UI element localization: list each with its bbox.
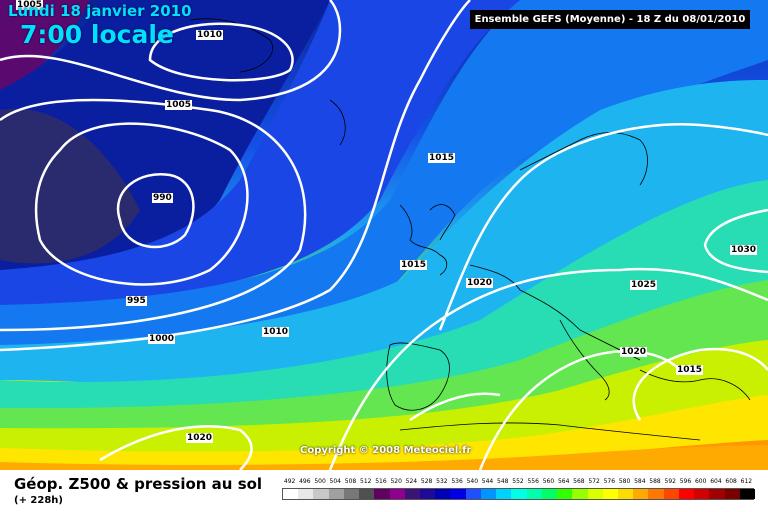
legend-value: 588 — [649, 478, 661, 485]
band-yellow-green — [0, 340, 768, 453]
legend-value: 612 — [740, 478, 753, 485]
legend-swatch — [678, 489, 695, 499]
isobar-label: 1020 — [620, 347, 648, 357]
legend-swatch — [328, 489, 344, 499]
legend-swatch — [633, 489, 649, 499]
legend-value: 504 — [329, 478, 341, 485]
weather-map: 1005 1010 1005 990 995 1000 1010 1015 10… — [0, 0, 768, 470]
legend-swatch — [648, 489, 664, 499]
legend-swatch — [694, 489, 710, 499]
legend-swatch — [663, 489, 679, 499]
legend-value: 528 — [420, 478, 433, 485]
legend-swatch — [496, 489, 512, 499]
legend-value: 552 — [512, 478, 524, 485]
isobar-label: 995 — [126, 296, 147, 306]
legend-value: 600 — [694, 478, 707, 485]
legend-swatch — [739, 489, 755, 499]
legend-swatch — [283, 489, 299, 499]
legend-swatch — [526, 489, 542, 499]
map-footer: Géop. Z500 & pression au sol (+ 228h) 49… — [0, 470, 768, 512]
isobar-label: 1005 — [165, 100, 193, 110]
isobar-label: 1020 — [186, 433, 214, 443]
isobar-label: 1025 — [630, 280, 658, 290]
legend-value: 568 — [573, 478, 585, 485]
legend-value: 584 — [634, 478, 646, 485]
legend-value: 524 — [405, 478, 418, 485]
isobar-label: 1010 — [262, 327, 290, 337]
legend-value: 508 — [344, 478, 357, 485]
model-run-info: Ensemble GEFS (Moyenne) - 18 Z du 08/01/… — [470, 10, 750, 29]
legend-swatch — [343, 489, 360, 499]
legend-labels: 492 496 500 504 508 512 516 520 524 528 532 536 540 5… — [282, 478, 754, 488]
legend-value: 496 — [299, 478, 311, 485]
legend-swatch — [374, 489, 390, 499]
legend-swatch — [465, 489, 481, 499]
band-dark-purple — [0, 0, 90, 100]
isobar-label: 1015 — [400, 260, 428, 270]
isobar-label: 1010 — [196, 30, 224, 40]
color-legend: 492 496 500 504 508 512 516 520 524 528 532 536 540 5… — [282, 478, 755, 500]
legend-swatch — [587, 489, 603, 499]
legend-value: 572 — [588, 478, 600, 485]
legend-value: 608 — [725, 478, 737, 485]
band-orange — [0, 445, 768, 470]
forecast-time: 7:00 locale — [20, 20, 174, 49]
forecast-lead-time: (+ 228h) — [14, 495, 63, 506]
isobar-label: 1000 — [148, 334, 176, 344]
isobar-label: 1030 — [730, 245, 758, 255]
isobar-label: 1015 — [676, 365, 704, 375]
legend-value: 540 — [466, 478, 479, 485]
legend-value: 560 — [542, 478, 555, 485]
legend-value: 532 — [436, 478, 448, 485]
legend-swatch — [602, 489, 618, 499]
legend-value: 576 — [603, 478, 616, 485]
legend-swatch — [298, 489, 314, 499]
legend-swatch — [389, 489, 405, 499]
legend-value: 512 — [360, 478, 372, 485]
legend-swatch — [709, 489, 725, 499]
legend-swatch — [572, 489, 588, 499]
legend-swatch — [420, 489, 436, 499]
legend-value: 592 — [664, 478, 676, 485]
band-dark-low — [0, 108, 140, 264]
legend-swatch — [313, 489, 329, 499]
legend-swatch — [557, 489, 573, 499]
forecast-date: Lundi 18 janvier 2010 — [8, 2, 192, 20]
legend-value: 548 — [497, 478, 509, 485]
legend-value: 516 — [375, 478, 387, 485]
legend-value: 544 — [481, 478, 494, 485]
legend-value: 604 — [710, 478, 722, 485]
legend-swatch — [541, 489, 558, 499]
legend-value: 556 — [527, 478, 539, 485]
copyright-notice: Copyright © 2008 Meteociel.fr — [300, 445, 472, 456]
isobars — [0, 0, 768, 470]
legend-swatch — [480, 489, 497, 499]
map-title: Géop. Z500 & pression au sol — [14, 475, 263, 493]
legend-value: 492 — [283, 478, 296, 485]
legend-value: 500 — [314, 478, 326, 485]
legend-swatch — [359, 489, 375, 499]
isobar-label: 1005 — [16, 0, 44, 10]
legend-swatch — [617, 489, 634, 499]
legend-value: 520 — [390, 478, 402, 485]
band-cyan — [0, 80, 768, 385]
legend-swatch — [450, 489, 466, 499]
legend-value: 536 — [451, 478, 463, 485]
legend-value: 580 — [618, 478, 631, 485]
legend-swatch — [724, 489, 740, 499]
band-yellow — [0, 395, 768, 470]
isobar-label: 1020 — [466, 278, 494, 288]
legend-swatch — [511, 489, 527, 499]
band-blue — [0, 0, 520, 310]
legend-value: 596 — [679, 478, 692, 485]
legend-swatch — [435, 489, 451, 499]
isobar-label: 990 — [152, 193, 173, 203]
band-mid-blue — [0, 0, 768, 350]
legend-swatch — [404, 489, 421, 499]
legend-swatches — [282, 488, 755, 500]
coastlines — [189, 18, 751, 441]
legend-value: 564 — [557, 478, 570, 485]
isobar-label: 1015 — [428, 153, 456, 163]
